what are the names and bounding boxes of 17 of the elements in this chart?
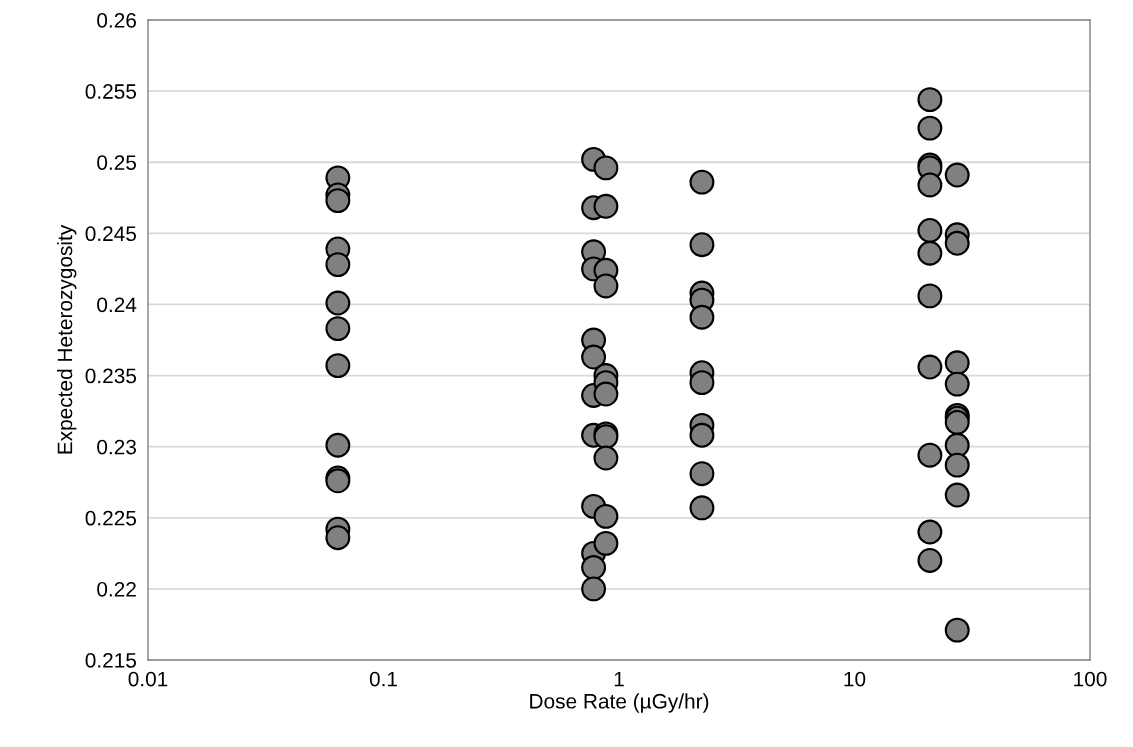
y-tick-label: 0.245 <box>85 226 137 242</box>
y-tick-label: 0.23 <box>97 439 136 455</box>
x-axis-title: Dose Rate (µGy/hr) <box>530 693 709 713</box>
x-tick-label: 1 <box>614 671 624 687</box>
y-tick-label: 0.215 <box>85 653 137 668</box>
y-axis-title: Expected Heterozygosity <box>57 224 77 454</box>
x-tick-label: 0.01 <box>128 671 168 687</box>
y-tick-label: 0.235 <box>85 368 137 384</box>
y-tick-label: 0.25 <box>97 155 137 170</box>
y-tick-label: 0.22 <box>97 581 136 597</box>
x-tick-label: 0.1 <box>369 671 397 687</box>
x-tick-label: 10 <box>844 671 866 687</box>
y-tick-label: 0.255 <box>85 84 137 99</box>
y-tick-label: 0.24 <box>97 297 137 313</box>
x-tick-label: 100 <box>1074 671 1107 687</box>
y-tick-label: 0.26 <box>97 13 136 28</box>
y-tick-label: 0.225 <box>85 510 137 526</box>
